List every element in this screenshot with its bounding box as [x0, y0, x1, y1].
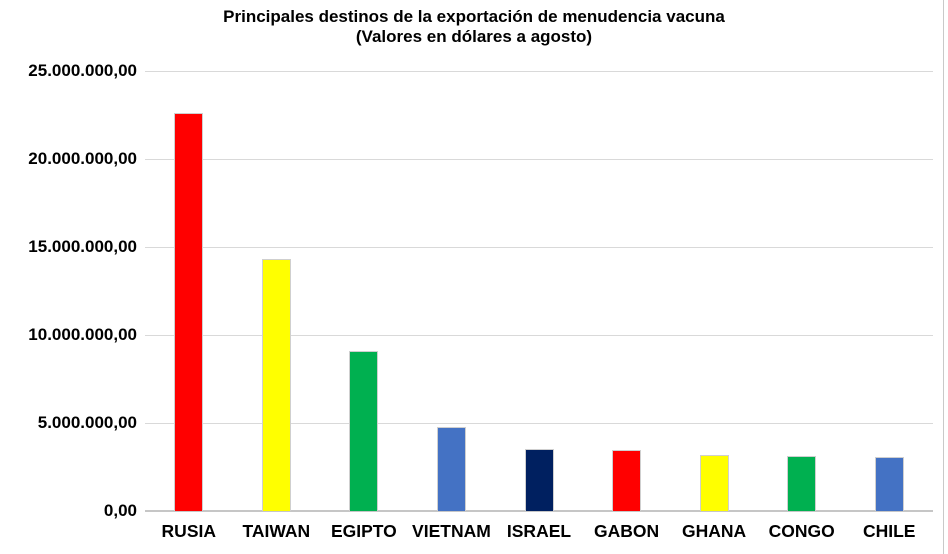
bar-gabon: [612, 450, 642, 511]
y-tick-label-4: 5.000.000,00: [37, 413, 137, 432]
y-tick-label-0: 25.000.000,00: [28, 61, 137, 80]
y-tick-label-1: 20.000.000,00: [28, 149, 137, 168]
bar-egipto: [349, 350, 379, 511]
y-tick-label-3: 10.000.000,00: [28, 325, 137, 344]
gridline-20000000: [145, 158, 933, 160]
x-tick-label-chile: CHILE: [862, 521, 916, 541]
bar-ghana: [699, 454, 729, 511]
x-tick-label-gabon: GABON: [593, 521, 660, 541]
y-tick-label-2: 15.000.000,00: [28, 237, 137, 256]
gridline-15000000: [145, 246, 933, 248]
plot-area: [145, 70, 933, 512]
gridline-5000000: [145, 422, 933, 424]
bar-vietnam: [436, 427, 466, 511]
x-tick-label-egipto: EGIPTO: [330, 521, 397, 541]
y-tick-label-5: 0,00: [103, 501, 137, 520]
bar-taiwan: [261, 259, 291, 511]
chart-title: Principales destinos de la exportación d…: [0, 7, 948, 47]
x-tick-label-israel: ISRAEL: [506, 521, 572, 541]
x-tick-label-ghana: GHANA: [682, 521, 747, 541]
chart-title-line2: (Valores en dólares a agosto): [355, 27, 593, 46]
x-axis: RUSIA TAIWAN EGIPTO VIETNAM ISRAEL GABON GHANA…: [145, 520, 933, 546]
bar-chile: [874, 457, 904, 511]
x-tick-label-rusia: RUSIA: [161, 521, 216, 541]
bar-congo: [787, 456, 817, 511]
chart-frame-right-border: [943, 0, 944, 554]
gridline-10000000: [145, 334, 933, 336]
x-axis-line: [145, 510, 933, 512]
bar-rusia: [174, 113, 204, 511]
x-tick-label-taiwan: TAIWAN: [242, 521, 311, 541]
bar-israel: [524, 448, 554, 511]
y-axis: 25.000.000,00 20.000.000,00 15.000.000,00 1…: [0, 0, 137, 554]
chart-title-line1: Principales destinos de la exportación d…: [223, 7, 725, 26]
x-tick-label-congo: CONGO: [768, 521, 835, 541]
x-tick-label-vietnam: VIETNAM: [412, 521, 491, 541]
gridline-25000000: [145, 70, 933, 72]
